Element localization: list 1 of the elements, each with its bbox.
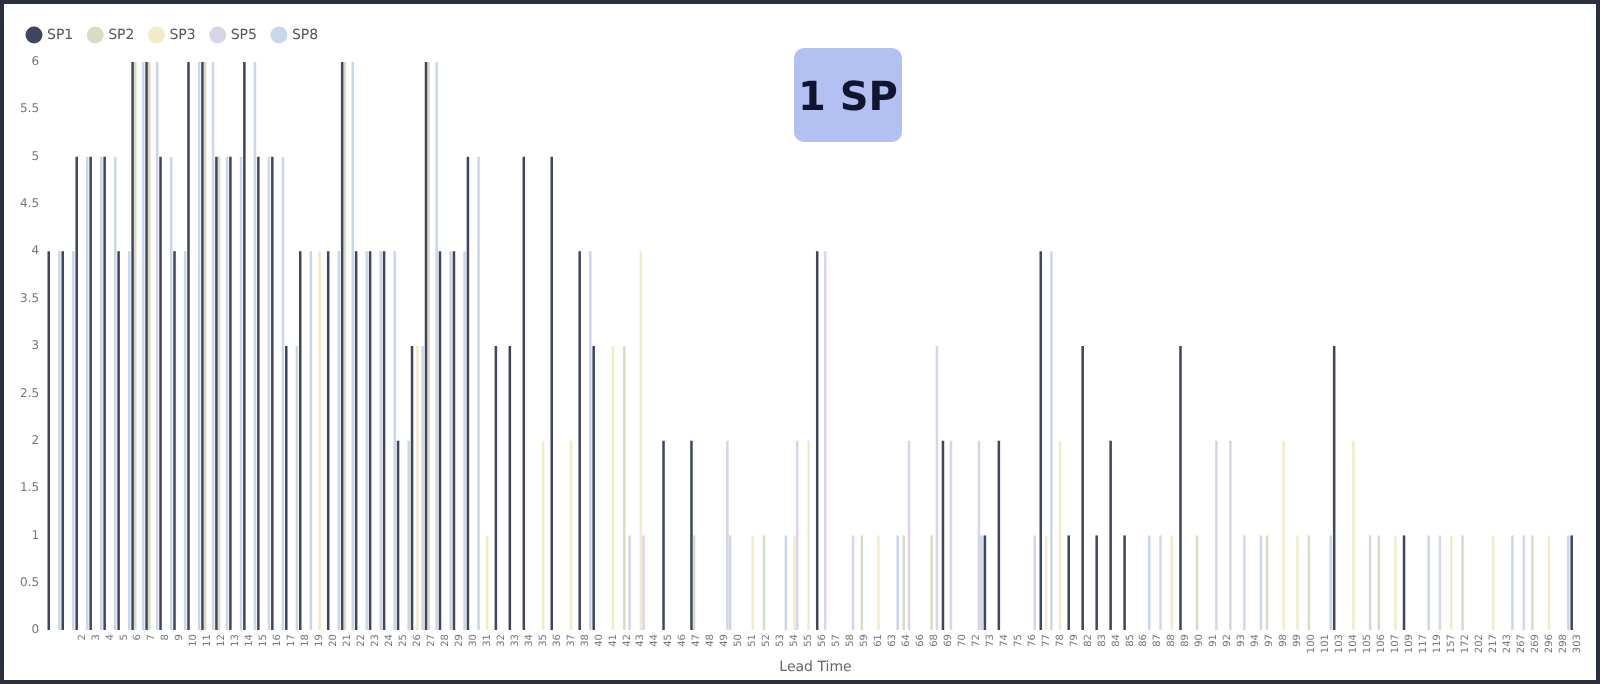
chart-title: 1 SP — [794, 48, 902, 142]
